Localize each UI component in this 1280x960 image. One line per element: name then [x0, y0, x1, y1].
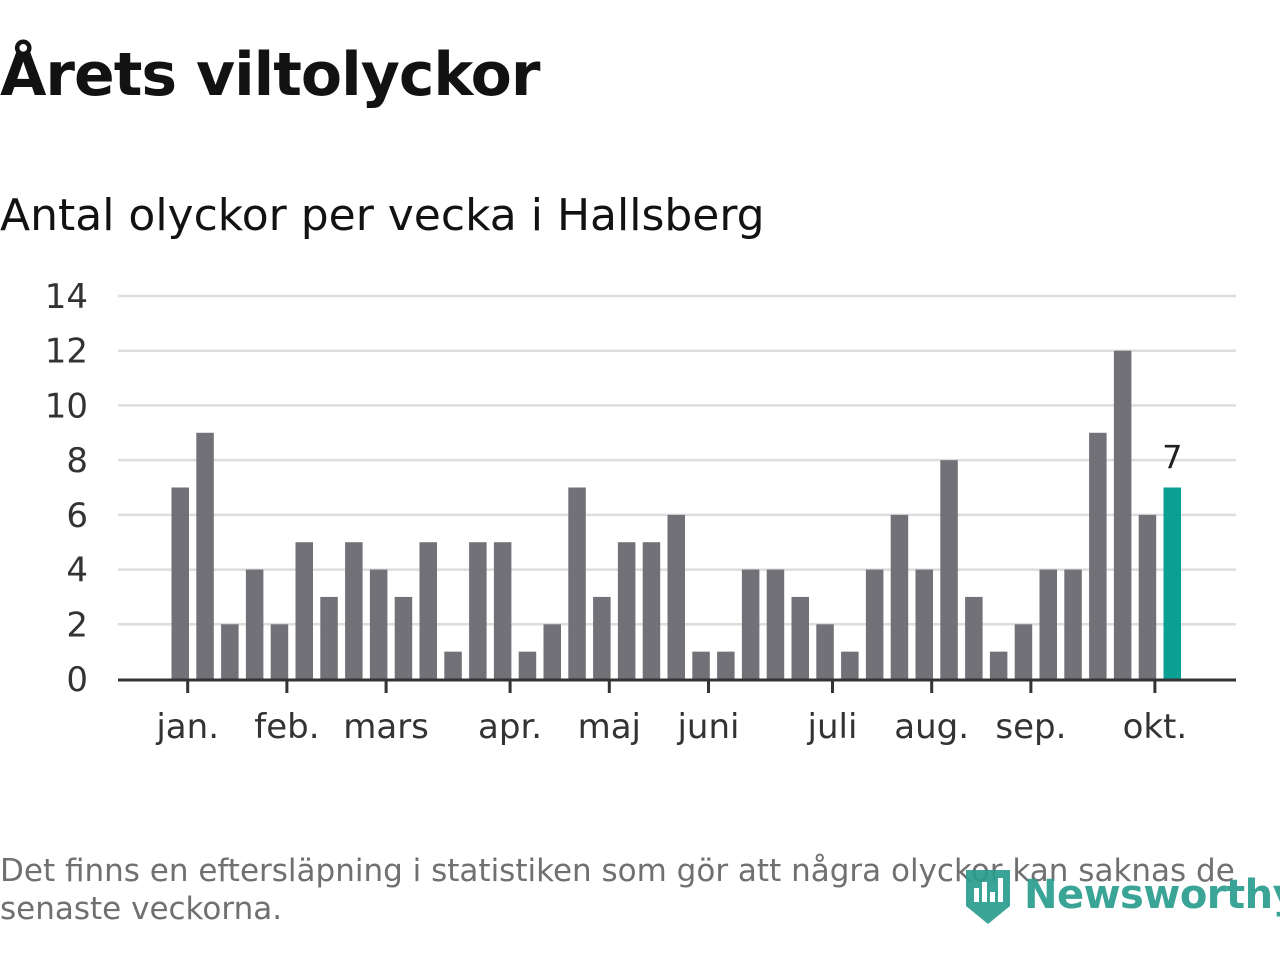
y-tick-label: 6 [66, 496, 88, 536]
bar [568, 487, 586, 679]
bar [221, 624, 239, 679]
bar-chart: 0 2 4 6 8 10 12 14 jan. feb. mars apr. maj juni juli a… [45, 277, 1236, 747]
bar [989, 651, 1008, 679]
chart-title: Årets viltolyckor [0, 40, 540, 110]
y-tick-label: 0 [66, 660, 88, 700]
bar [469, 542, 487, 679]
y-tick-label: 2 [66, 605, 88, 645]
chart-subtitle: Antal olyckor per vecka i Hallsberg [0, 190, 765, 241]
bar [915, 569, 933, 679]
x-tick-label: apr. [478, 707, 542, 747]
x-tick-label: okt. [1123, 707, 1188, 747]
bar [741, 569, 760, 679]
bar [617, 542, 636, 679]
bars [171, 350, 1181, 679]
x-tick-label: sep. [995, 707, 1066, 747]
bar [419, 542, 437, 679]
bar [841, 651, 859, 679]
bar [295, 542, 313, 679]
bar [940, 460, 958, 679]
bar-highlight [1163, 487, 1181, 679]
y-tick-label: 14 [45, 277, 88, 317]
bar [593, 596, 611, 679]
bar [1138, 514, 1157, 679]
bar [865, 569, 884, 679]
bar [394, 596, 413, 679]
x-tick-label: mars [343, 707, 429, 747]
bar [816, 624, 834, 679]
bar [965, 596, 983, 679]
bar [444, 651, 462, 679]
y-tick-label: 8 [66, 441, 88, 481]
bar [642, 542, 661, 679]
x-axis: jan. feb. mars apr. maj juni juli aug. sep. okt. [118, 678, 1236, 747]
x-tick-label: feb. [254, 707, 319, 747]
bar [369, 569, 388, 679]
newsworthy-logo: Newsworthy [962, 860, 1280, 930]
bar [692, 651, 710, 679]
bar [345, 542, 363, 679]
y-tick-label: 12 [45, 332, 88, 372]
y-tick-label: 4 [66, 551, 88, 591]
x-tick-label: maj [578, 707, 641, 747]
bar [493, 542, 512, 679]
bar [171, 487, 189, 679]
x-tick-label: juni [676, 707, 739, 747]
bar [1014, 624, 1033, 679]
newsworthy-logo-icon [966, 870, 1010, 924]
bar [245, 569, 264, 679]
bar [717, 651, 735, 679]
bar [270, 624, 289, 679]
bar [667, 514, 685, 679]
bar [791, 596, 809, 679]
bar [518, 651, 537, 679]
bar [320, 596, 338, 679]
y-tick-label: 10 [45, 386, 88, 426]
bar [1064, 569, 1082, 679]
x-tick-label: juli [807, 707, 858, 747]
x-tick-label: jan. [155, 707, 219, 747]
x-tick-label: aug. [894, 707, 969, 747]
footnote: Det finns en eftersläpning i statistiken… [0, 853, 1235, 927]
bar [543, 624, 561, 679]
newsworthy-logo-text: Newsworthy [1024, 872, 1280, 918]
data-labels: 7 [1162, 439, 1182, 477]
bar [1089, 432, 1107, 679]
bar [890, 514, 909, 679]
bar [1113, 350, 1132, 679]
bar [766, 569, 785, 679]
bar [196, 432, 214, 679]
highlight-data-label: 7 [1162, 439, 1182, 477]
bar [1039, 569, 1057, 679]
y-axis-ticks: 0 2 4 6 8 10 12 14 [45, 277, 88, 700]
